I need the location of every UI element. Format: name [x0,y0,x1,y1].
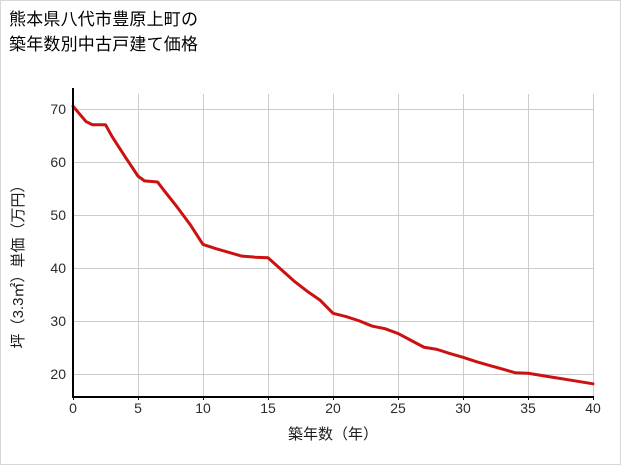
x-tick-mark [398,396,399,400]
x-tick-label: 20 [325,400,341,416]
x-tick-label: 25 [390,400,406,416]
gridline-vertical [528,94,529,396]
x-tick-label: 5 [134,400,142,416]
gridline-vertical [333,94,334,396]
x-tick-mark [333,396,334,400]
y-tick-label: 30 [50,312,66,329]
x-tick-label: 10 [195,400,211,416]
line-series [71,104,595,386]
x-tick-label: 0 [69,400,77,416]
gridline-vertical [463,94,464,396]
y-tick-label: 40 [50,259,66,276]
gridline-vertical [398,94,399,396]
x-tick-label: 40 [585,400,601,416]
y-tick-label: 60 [50,153,66,170]
chart-title: 熊本県八代市豊原上町の 築年数別中古戸建て価格 [9,7,489,57]
x-tick-label: 30 [455,400,471,416]
x-axis-spine [72,396,594,398]
x-tick-label: 35 [520,400,536,416]
x-tick-mark [593,396,594,400]
x-tick-mark [463,396,464,400]
y-axis-spine [72,88,74,396]
series-polyline [71,104,595,386]
y-tick-label: 20 [50,365,66,382]
x-tick-mark [268,396,269,400]
gridline-vertical [593,94,594,396]
gridline-vertical [138,94,139,396]
x-tick-mark [73,396,74,400]
y-tick-label: 70 [50,100,66,117]
y-tick-label: 50 [50,206,66,223]
plot-inner: 20 30 40 50 60 70 0 5 10 15 20 25 30 35 40 [50,88,601,416]
plot-area: 20 30 40 50 60 70 0 5 10 15 20 25 30 35 40 [50,88,601,416]
y-axis-title: 坪（3.3㎡）単価（万円） [10,177,27,349]
x-tick-mark [203,396,204,400]
x-tick-mark [138,396,139,400]
x-axis-title: 築年数（年） [287,426,378,443]
x-tick-label: 15 [260,400,276,416]
x-tick-mark [528,396,529,400]
gridline-vertical [268,94,269,396]
chart-title-line-2: 築年数別中古戸建て価格 [9,35,199,54]
chart-title-line-1: 熊本県八代市豊原上町の [9,10,199,29]
